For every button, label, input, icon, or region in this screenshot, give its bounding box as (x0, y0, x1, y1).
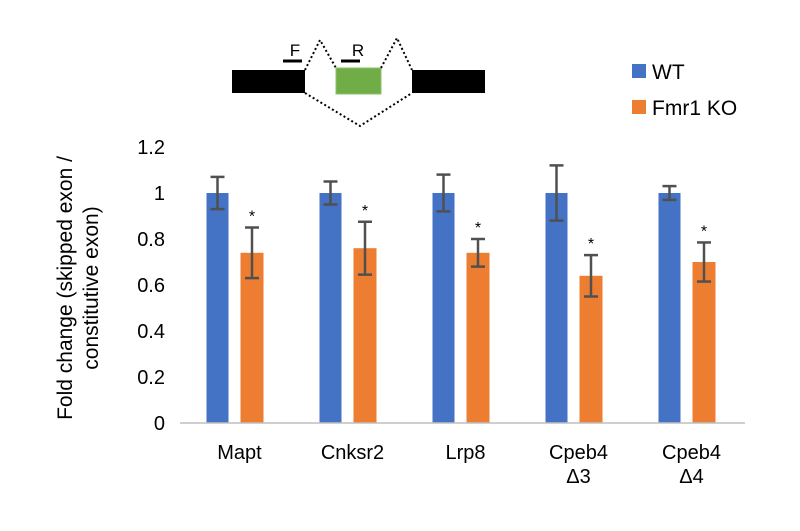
reverse-primer-label: R (352, 41, 364, 60)
bar-ko (240, 252, 264, 423)
bar-wt (319, 193, 342, 423)
significance-marker: * (475, 220, 481, 237)
x-tick-label: Δ4 (679, 466, 703, 488)
bar-wt (545, 193, 568, 423)
significance-marker: * (588, 236, 594, 253)
bars: * * * * * (206, 164, 716, 423)
x-tick-label: Δ3 (566, 466, 590, 488)
inclusion-junction-right (380, 35, 413, 71)
bar-ko (353, 248, 377, 423)
x-tick-label: Cpeb4 (662, 442, 721, 464)
x-tick-label: Cpeb4 (549, 442, 608, 464)
legend-label: WT (652, 61, 685, 84)
significance-marker: * (249, 209, 255, 226)
exon-diagram: F R (232, 35, 485, 128)
x-tick-label: Cnksr2 (321, 442, 384, 464)
y-tick-label: 0.2 (137, 367, 165, 389)
constitutive-exon-left (232, 70, 305, 93)
bar-ko (692, 262, 716, 423)
significance-marker: * (362, 203, 368, 220)
y-tick-label: 0 (154, 413, 165, 435)
constitutive-exon-right (412, 70, 485, 93)
bar-ko (579, 275, 603, 423)
bar-wt (432, 193, 455, 423)
inclusion-junction-left (304, 37, 337, 71)
y-tick-label: 1.2 (137, 137, 165, 159)
significance-marker: * (701, 223, 707, 240)
y-tick-label: 0.8 (137, 229, 165, 251)
y-axis-label-line2: constitutive exon) (80, 206, 103, 369)
y-axis-label-line1: Fold change (skipped exon / (54, 156, 77, 420)
bar-wt (658, 193, 681, 423)
legend: WT Fmr1 KO (632, 61, 737, 120)
legend-swatch (632, 100, 646, 114)
x-tick-label: Mapt (217, 442, 262, 464)
bar-wt (206, 193, 229, 423)
y-axis: 0 0.2 0.4 0.6 0.8 1 1.2 (137, 137, 165, 435)
forward-primer-label: F (290, 41, 300, 60)
y-tick-label: 1 (154, 183, 165, 205)
legend-label: Fmr1 KO (652, 97, 737, 120)
legend-swatch (632, 64, 646, 78)
y-tick-label: 0.6 (137, 275, 165, 297)
bar-ko (466, 252, 490, 423)
skipped-exon (335, 67, 382, 95)
x-tick-label: Lrp8 (445, 442, 485, 464)
y-tick-label: 0.4 (137, 321, 165, 343)
skipping-junction (304, 92, 413, 128)
